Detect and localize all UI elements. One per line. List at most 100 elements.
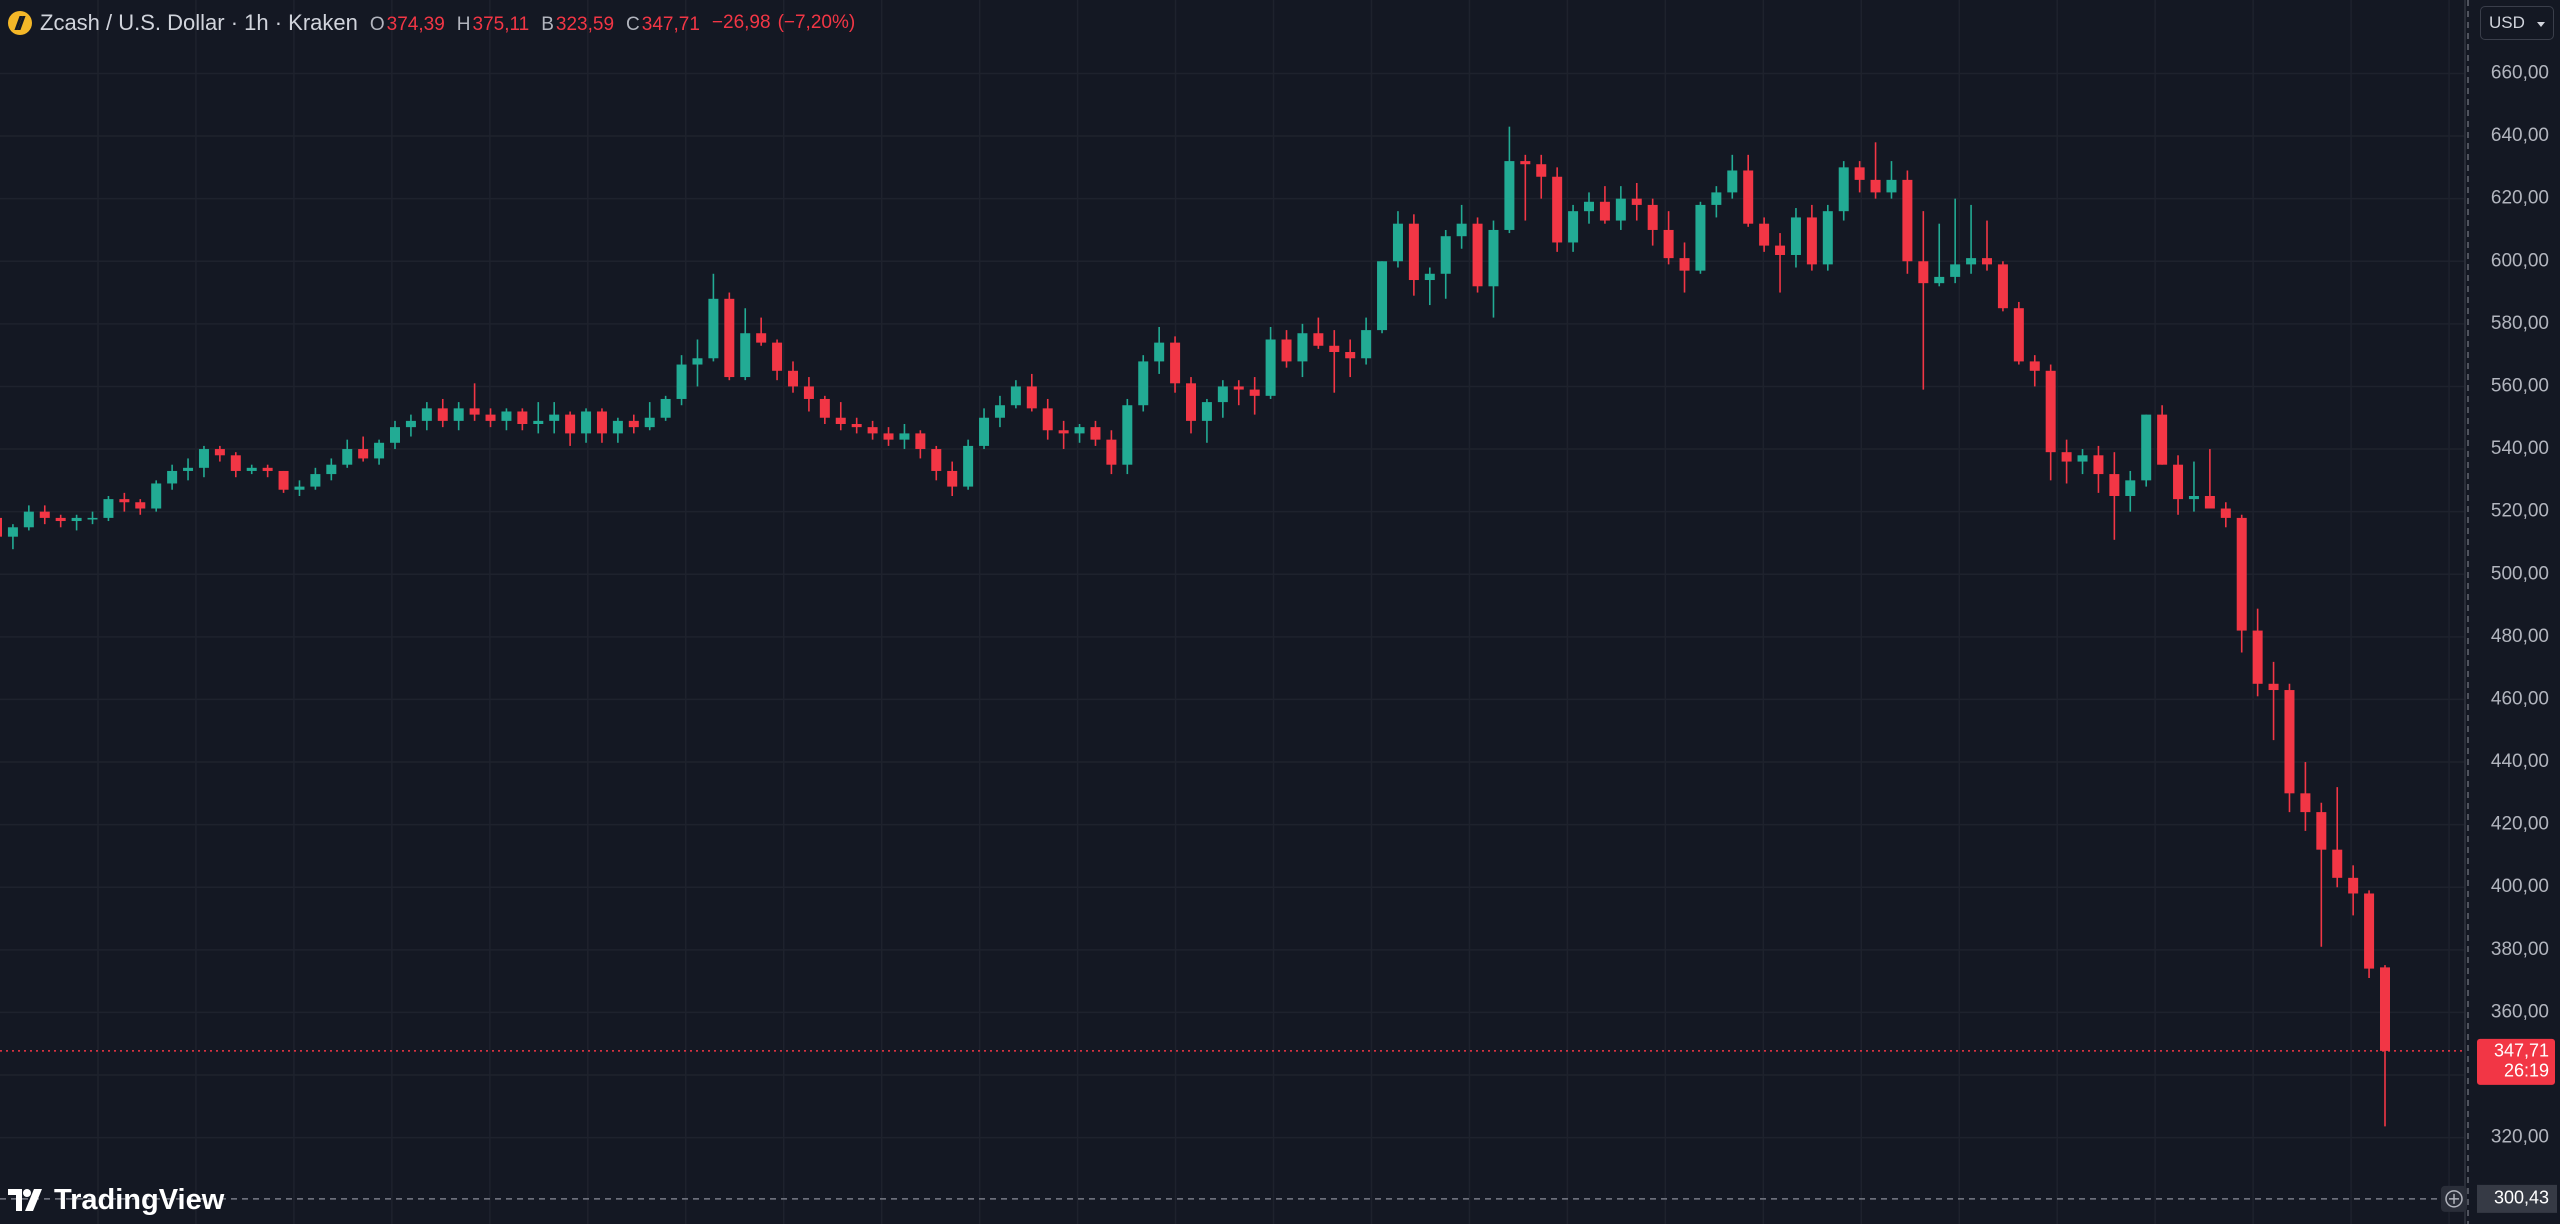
candle-body <box>979 417 990 446</box>
candle-body <box>71 517 82 522</box>
candle-body <box>692 358 703 365</box>
candle-body <box>1170 342 1181 384</box>
candle-body <box>2109 474 2120 496</box>
y-tick-label: 460,00 <box>2491 688 2549 709</box>
candle-body <box>1026 386 1037 409</box>
candle-body <box>803 386 814 399</box>
candle-body <box>947 470 958 487</box>
brand-name: TradingView <box>54 1183 225 1216</box>
candle-body <box>1584 201 1594 212</box>
candle-body <box>660 398 671 418</box>
axis-background <box>2465 0 2560 1224</box>
candle-body <box>1456 223 1467 237</box>
crosshair-price-label: 300,43 <box>2494 1188 2549 1208</box>
candle-body <box>772 342 783 371</box>
y-tick-label: 440,00 <box>2491 751 2549 772</box>
candle-body <box>2252 630 2263 684</box>
y-tick-label: 660,00 <box>2491 62 2549 83</box>
candle-body <box>1042 408 1053 431</box>
candle-body <box>1918 261 1929 284</box>
candle-body <box>230 455 241 471</box>
candle-body <box>1058 430 1069 434</box>
candle-body <box>1822 211 1833 265</box>
candle-body <box>7 527 18 537</box>
candle-body <box>1010 386 1021 406</box>
candle-body <box>358 449 369 459</box>
candle-body <box>2045 370 2056 453</box>
currency-button[interactable]: USD <box>2480 6 2554 40</box>
candle-body <box>708 298 719 359</box>
candle-body <box>1201 402 1212 421</box>
candle-body <box>788 370 798 387</box>
candle-body <box>1966 258 1977 265</box>
legend-key: O <box>369 14 385 35</box>
change: −26,98 <box>711 12 771 33</box>
y-tick-label: 620,00 <box>2491 188 2549 209</box>
candle-body <box>1345 352 1356 359</box>
candle-body <box>294 486 305 490</box>
candle-body <box>1631 198 1642 205</box>
candle-body <box>2220 508 2231 518</box>
candle-body <box>740 333 751 378</box>
candle-body <box>469 408 480 415</box>
candle-body <box>2125 480 2136 496</box>
candle-body <box>23 511 34 528</box>
candle-body <box>533 420 544 425</box>
candle-body <box>1950 264 1961 277</box>
candle-body <box>835 417 846 425</box>
candle-body <box>676 364 687 399</box>
candle-body <box>2029 361 2040 371</box>
candle-body <box>55 517 66 522</box>
candle-body <box>1074 427 1085 434</box>
candle-body <box>1790 217 1801 255</box>
candle-body <box>2188 495 2199 500</box>
candle-body <box>756 333 767 343</box>
candle-body <box>2348 877 2359 894</box>
candle-body <box>2157 414 2168 465</box>
candle-body <box>1934 276 1945 284</box>
candle-body <box>1233 386 1244 390</box>
candle-body <box>374 442 385 459</box>
candle-body <box>1568 211 1579 243</box>
candle-body <box>1217 386 1228 403</box>
candle-body <box>1679 258 1690 271</box>
candle-body <box>167 470 178 484</box>
legend-value: 374,39 <box>386 14 445 35</box>
chart-header: Zcash / U.S. Dollar · 1h · Kraken O 374,3… <box>8 6 855 40</box>
candle-body <box>1727 170 1738 193</box>
candle-body <box>39 511 50 518</box>
candle-body <box>1647 204 1658 230</box>
candle-body <box>1186 383 1196 421</box>
candle-body <box>1743 170 1754 224</box>
candle-body <box>1472 223 1483 287</box>
candle-body <box>2077 455 2088 462</box>
y-tick-label: 420,00 <box>2491 814 2549 835</box>
candle-body <box>1424 273 1435 281</box>
candle-body <box>262 467 273 471</box>
candle-body <box>1599 201 1610 221</box>
candle-body <box>135 502 146 509</box>
candle-body <box>2093 455 2104 475</box>
candle-body <box>724 298 735 378</box>
candle-body <box>485 414 496 421</box>
y-tick-label: 600,00 <box>2491 250 2549 271</box>
y-tick-label: 560,00 <box>2491 375 2549 396</box>
candle-body <box>1154 342 1165 362</box>
candle-body <box>899 433 910 440</box>
candle-body <box>2316 812 2327 850</box>
legend-key: C <box>626 14 640 35</box>
change-percent: (−7,20%) <box>777 12 856 33</box>
candle-body <box>517 411 528 425</box>
legend-value: 347,71 <box>641 14 700 35</box>
candle-body <box>2364 893 2375 969</box>
currency: USD <box>2489 13 2525 32</box>
candle-body <box>1440 236 1451 274</box>
legend-key: H <box>456 14 471 35</box>
candle-body <box>963 445 974 487</box>
candle-body <box>214 449 225 456</box>
candle-body <box>1759 223 1770 246</box>
candle-body <box>278 470 289 490</box>
crosshair-price-box <box>2477 1184 2557 1213</box>
